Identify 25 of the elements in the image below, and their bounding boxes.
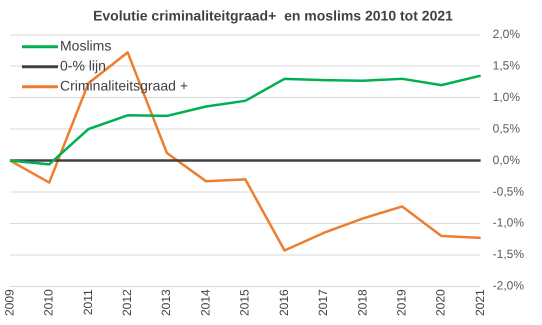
legend-label: 0-% lijn — [60, 58, 106, 74]
chart-title: Evolutie criminaliteitgraad+ en moslims 2010 tot 2021 — [93, 7, 454, 24]
x-tick-label: 2009 — [2, 288, 16, 316]
y-tick-label: 1,0% — [492, 90, 520, 104]
x-tick-label: 2015 — [238, 288, 252, 316]
x-tick-label: 2011 — [80, 288, 95, 316]
x-tick-label: 2018 — [355, 288, 370, 316]
x-tick-label: 2020 — [434, 288, 448, 316]
x-tick-label: 2010 — [42, 288, 56, 316]
legend-label: Moslims — [60, 38, 112, 54]
y-tick-label: -2,0% — [492, 278, 524, 293]
y-tick-label: 2,0% — [492, 27, 520, 42]
y-tick-label: 0,5% — [492, 121, 520, 136]
x-tick-label: 2019 — [394, 288, 409, 316]
y-tick-label: -1,5% — [492, 247, 524, 262]
x-tick-label: 2017 — [316, 288, 330, 316]
y-tick-label: 0,0% — [492, 152, 520, 167]
x-tick-label: 2014 — [198, 288, 212, 316]
y-tick-label: -1,0% — [492, 216, 524, 230]
x-tick-label: 2012 — [120, 288, 134, 316]
x-tick-label: 2013 — [159, 288, 174, 316]
x-tick-label: 2016 — [276, 288, 291, 316]
y-tick-label: -0,5% — [492, 184, 524, 198]
x-tick-label: 2021 — [472, 288, 487, 316]
y-tick-label: 1,5% — [492, 58, 520, 73]
